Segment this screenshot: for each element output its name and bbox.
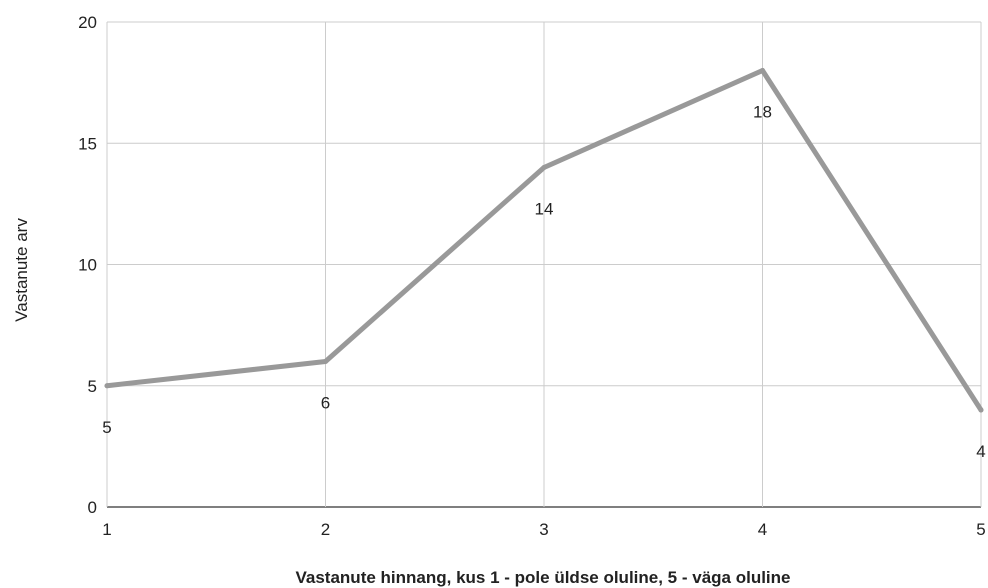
y-tick-label: 0 — [88, 498, 97, 517]
data-labels: 5 6 14 18 4 — [102, 103, 985, 462]
x-tick-label: 2 — [321, 520, 330, 539]
data-label: 18 — [753, 103, 772, 122]
x-tick-label: 3 — [539, 520, 548, 539]
data-label: 4 — [976, 442, 985, 461]
y-axis-ticks: 0 5 10 15 20 — [78, 13, 97, 517]
series-group — [104, 68, 984, 413]
data-label: 5 — [102, 418, 111, 437]
grid-lines — [106, 21, 982, 508]
x-tick-label: 1 — [102, 520, 111, 539]
data-label: 14 — [535, 200, 554, 219]
y-tick-label: 5 — [88, 377, 97, 396]
y-tick-label: 10 — [78, 256, 97, 275]
x-axis-ticks: 1 2 3 4 5 — [102, 520, 985, 539]
y-tick-label: 20 — [78, 13, 97, 32]
data-label: 6 — [321, 394, 330, 413]
x-axis-title: Vastanute hinnang, kus 1 - pole üldse ol… — [296, 568, 791, 587]
y-tick-label: 15 — [78, 134, 97, 153]
data-point — [104, 383, 110, 389]
x-tick-label: 4 — [758, 520, 767, 539]
data-point — [760, 68, 765, 73]
data-point — [541, 165, 547, 170]
y-axis-title: Vastanute arv — [12, 218, 31, 322]
data-point — [978, 407, 984, 413]
x-tick-label: 5 — [976, 520, 985, 539]
data-point — [323, 359, 328, 364]
